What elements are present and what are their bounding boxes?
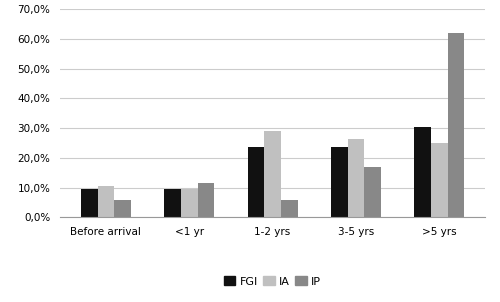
Bar xyxy=(348,139,364,217)
Bar xyxy=(81,189,98,217)
Bar xyxy=(164,189,181,217)
Bar xyxy=(448,33,464,217)
Bar xyxy=(331,147,347,217)
Bar xyxy=(264,131,281,217)
Bar xyxy=(198,183,214,217)
Bar xyxy=(98,186,114,217)
Bar xyxy=(248,147,264,217)
Bar xyxy=(181,189,198,217)
Bar xyxy=(414,127,431,217)
Bar xyxy=(114,200,131,217)
Bar xyxy=(364,167,381,217)
Bar xyxy=(281,200,297,217)
Bar xyxy=(431,143,448,217)
Legend: FGI, IA, IP: FGI, IA, IP xyxy=(220,272,326,291)
